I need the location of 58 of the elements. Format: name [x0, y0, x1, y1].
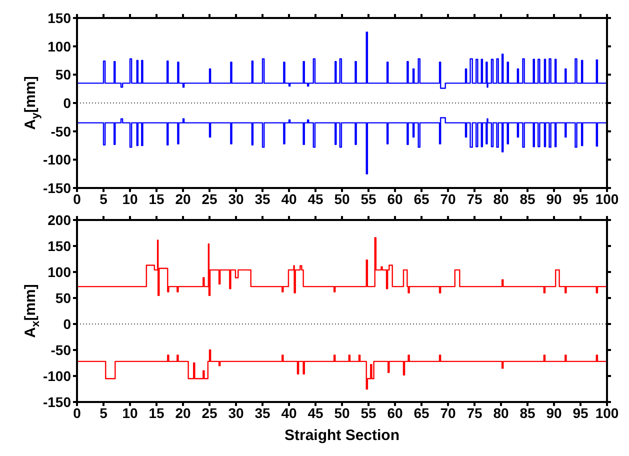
x-tick-label: 35 [254, 404, 270, 421]
x-tick-label: 55 [360, 404, 376, 421]
x-tick-label: 70 [440, 404, 456, 421]
x-tick-label: 40 [281, 190, 297, 207]
x-tick-label: 5 [100, 404, 108, 421]
x-tick-label: 30 [228, 190, 244, 207]
x-axis-title: Straight Section [284, 427, 400, 444]
x-tick-label: 80 [493, 404, 509, 421]
y-tick-label: 50 [55, 66, 72, 83]
y-tick-label: 0 [63, 316, 72, 332]
x-tick-label: 75 [466, 190, 482, 207]
x-tick-label: 80 [493, 190, 509, 207]
y-tick-label: 100 [48, 264, 72, 280]
x-tick-label: 0 [73, 404, 82, 421]
x-tick-label: 85 [520, 404, 536, 421]
x-tick-label: 90 [546, 190, 562, 207]
x-tick-label: 100 [595, 190, 619, 207]
x-tick-label: 30 [228, 404, 244, 421]
x-tick-label: 25 [202, 404, 218, 421]
x-tick-label: 20 [175, 404, 191, 421]
x-tick-label: 20 [175, 190, 191, 207]
x-tick-label: 50 [334, 190, 350, 207]
x-tick-label: 70 [440, 190, 456, 207]
y-tick-label: 150 [48, 10, 72, 26]
x-tick-label: 15 [148, 190, 164, 207]
y-tick-label: 0 [63, 94, 72, 111]
x-tick-label: 45 [308, 404, 324, 421]
x-tick-label: 95 [572, 190, 588, 207]
x-tick-label: 85 [520, 190, 536, 207]
x-tick-label: 10 [122, 190, 138, 207]
y-tick-label: 200 [48, 212, 72, 228]
x-tick-label: 90 [546, 404, 562, 421]
y-tick-label: -50 [50, 342, 72, 358]
x-tick-label: 95 [572, 404, 588, 421]
y-tick-label: -100 [42, 368, 72, 384]
y-tick-label: -100 [42, 152, 72, 168]
x-tick-label: 55 [360, 190, 376, 207]
y-tick-label: -50 [50, 123, 72, 140]
x-tick-label: 100 [595, 404, 619, 421]
y-tick-label: -150 [42, 180, 72, 196]
x-tick-label: 45 [308, 190, 324, 207]
x-tick-label: 50 [334, 404, 350, 421]
x-tick-label: 25 [202, 190, 218, 207]
x-tick-label: 65 [414, 190, 430, 207]
x-tick-label: 35 [254, 190, 270, 207]
x-tick-label: 60 [387, 404, 403, 421]
y-tick-label: 50 [55, 290, 72, 306]
y-tick-label: -150 [42, 394, 72, 410]
x-tick-label: 65 [414, 404, 430, 421]
x-tick-label: 10 [122, 404, 138, 421]
x-tick-label: 60 [387, 190, 403, 207]
x-tick-label: 15 [148, 404, 164, 421]
x-tick-label: 5 [100, 190, 108, 207]
x-tick-label: 0 [73, 190, 82, 207]
x-tick-label: 75 [466, 404, 482, 421]
y-tick-label: 150 [48, 238, 72, 254]
y-tick-label: 100 [48, 38, 72, 54]
x-tick-label: 40 [281, 404, 297, 421]
